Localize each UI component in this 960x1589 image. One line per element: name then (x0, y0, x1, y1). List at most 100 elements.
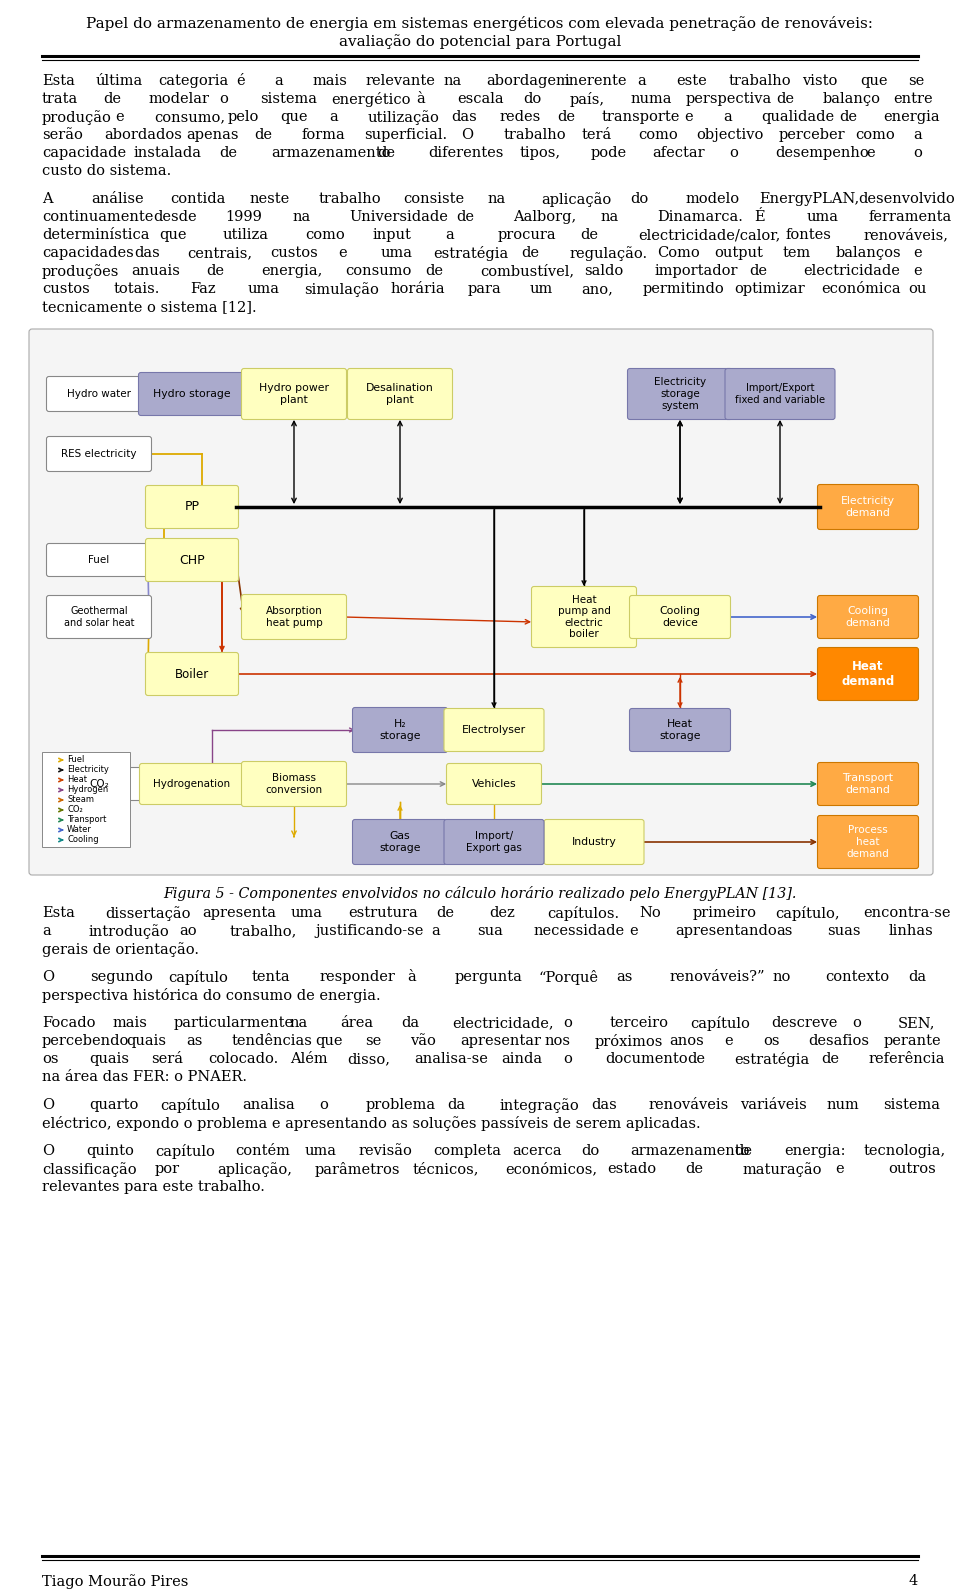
FancyBboxPatch shape (628, 369, 732, 419)
Text: quais: quais (89, 1052, 129, 1066)
Text: 1999: 1999 (226, 210, 263, 224)
Text: integração: integração (499, 1098, 579, 1112)
Text: modelar: modelar (149, 92, 209, 106)
Text: na: na (488, 192, 506, 207)
Text: ano,: ano, (581, 281, 613, 296)
Text: energético: energético (331, 92, 411, 106)
Text: uma: uma (806, 210, 838, 224)
Text: das: das (134, 246, 160, 261)
Text: energia,: energia, (261, 264, 323, 278)
Text: documento: documento (605, 1052, 688, 1066)
Text: percebendo: percebendo (42, 1034, 130, 1049)
FancyBboxPatch shape (818, 647, 919, 701)
Text: avaliação do potencial para Portugal: avaliação do potencial para Portugal (339, 33, 621, 49)
Text: Fuel: Fuel (88, 555, 109, 566)
Text: na área das FER: o PNAER.: na área das FER: o PNAER. (42, 1069, 247, 1084)
Text: Electrolyser: Electrolyser (462, 725, 526, 736)
Text: perceber: perceber (779, 129, 845, 141)
Text: Aalborg,: Aalborg, (514, 210, 577, 224)
Text: de: de (254, 129, 272, 141)
Text: relevante: relevante (366, 75, 436, 87)
Text: relevantes para este trabalho.: relevantes para este trabalho. (42, 1181, 265, 1193)
Text: de: de (687, 1052, 706, 1066)
Text: económicos,: económicos, (505, 1162, 597, 1176)
Text: Cooling
device: Cooling device (660, 605, 701, 628)
Text: as: as (616, 969, 633, 984)
Text: será: será (151, 1052, 183, 1066)
Text: Boiler: Boiler (175, 667, 209, 680)
Text: visto: visto (802, 75, 837, 87)
FancyBboxPatch shape (146, 486, 238, 529)
Text: estratégia: estratégia (434, 246, 509, 261)
Text: primeiro: primeiro (693, 906, 756, 920)
Text: capítulo,: capítulo, (776, 906, 840, 922)
Text: consumo: consumo (346, 264, 412, 278)
Text: o: o (852, 1015, 861, 1030)
Text: consumo,: consumo, (154, 110, 225, 124)
Text: nos: nos (544, 1034, 570, 1049)
Text: qualidade: qualidade (761, 110, 834, 124)
Text: analisa-se: analisa-se (414, 1052, 488, 1066)
Text: custos: custos (270, 246, 318, 261)
Text: determinística: determinística (42, 227, 150, 242)
Text: fontes: fontes (785, 227, 831, 242)
Text: se: se (366, 1034, 382, 1049)
Text: análise: análise (91, 192, 144, 207)
Text: modelo: modelo (685, 192, 739, 207)
Text: renováveis: renováveis (648, 1098, 729, 1112)
FancyBboxPatch shape (139, 763, 245, 804)
Text: anuais: anuais (132, 264, 180, 278)
Text: capacidade: capacidade (42, 146, 126, 160)
FancyBboxPatch shape (630, 709, 731, 752)
Text: o: o (319, 1098, 328, 1112)
Text: produção: produção (42, 110, 112, 126)
FancyBboxPatch shape (818, 596, 919, 639)
Text: por: por (155, 1162, 180, 1176)
Text: os: os (42, 1052, 59, 1066)
Text: transporte: transporte (601, 110, 680, 124)
Text: É: É (755, 210, 765, 224)
FancyBboxPatch shape (242, 369, 347, 419)
Text: necessidade: necessidade (534, 923, 625, 938)
Text: Biomass
conversion: Biomass conversion (265, 774, 323, 794)
Text: Além: Além (290, 1052, 327, 1066)
Text: vão: vão (410, 1034, 436, 1049)
Text: a: a (431, 923, 441, 938)
Text: classificação: classificação (42, 1162, 136, 1177)
Text: Absorption
heat pump: Absorption heat pump (266, 605, 323, 628)
Text: Geothermal
and solar heat: Geothermal and solar heat (63, 605, 134, 628)
Text: trabalho: trabalho (319, 192, 381, 207)
Text: balanço: balanço (823, 92, 880, 106)
Text: “Porquê: “Porquê (539, 969, 598, 985)
Text: PP: PP (184, 501, 200, 513)
Text: regulação.: regulação. (569, 246, 647, 261)
Text: o: o (564, 1015, 572, 1030)
Text: revisão: revisão (358, 1144, 413, 1158)
Text: a: a (913, 129, 922, 141)
Text: energia:: energia: (784, 1144, 846, 1158)
Text: acerca: acerca (512, 1144, 562, 1158)
Text: estrutura: estrutura (348, 906, 419, 920)
Text: Gas
storage: Gas storage (379, 831, 420, 853)
Text: neste: neste (250, 192, 290, 207)
Text: de: de (558, 110, 576, 124)
Text: Desalination
plant: Desalination plant (366, 383, 434, 405)
Text: que: que (860, 75, 887, 87)
Text: permitindo: permitindo (643, 281, 725, 296)
Text: CO₂: CO₂ (67, 806, 83, 815)
FancyBboxPatch shape (146, 539, 238, 582)
FancyBboxPatch shape (725, 369, 835, 419)
Text: perante: perante (883, 1034, 941, 1049)
Text: ou: ou (908, 281, 926, 296)
Text: na: na (600, 210, 618, 224)
Text: suas: suas (828, 923, 861, 938)
Text: capítulo: capítulo (690, 1015, 750, 1031)
Text: electricidade/calor,: electricidade/calor, (638, 227, 780, 242)
Text: Import/Export
fixed and variable: Import/Export fixed and variable (735, 383, 825, 405)
FancyBboxPatch shape (348, 369, 452, 419)
Text: electricidade,: electricidade, (453, 1015, 554, 1030)
Text: país,: país, (569, 92, 605, 106)
Text: de: de (821, 1052, 839, 1066)
Text: trabalho: trabalho (504, 129, 566, 141)
Text: gerais de orientação.: gerais de orientação. (42, 942, 199, 957)
